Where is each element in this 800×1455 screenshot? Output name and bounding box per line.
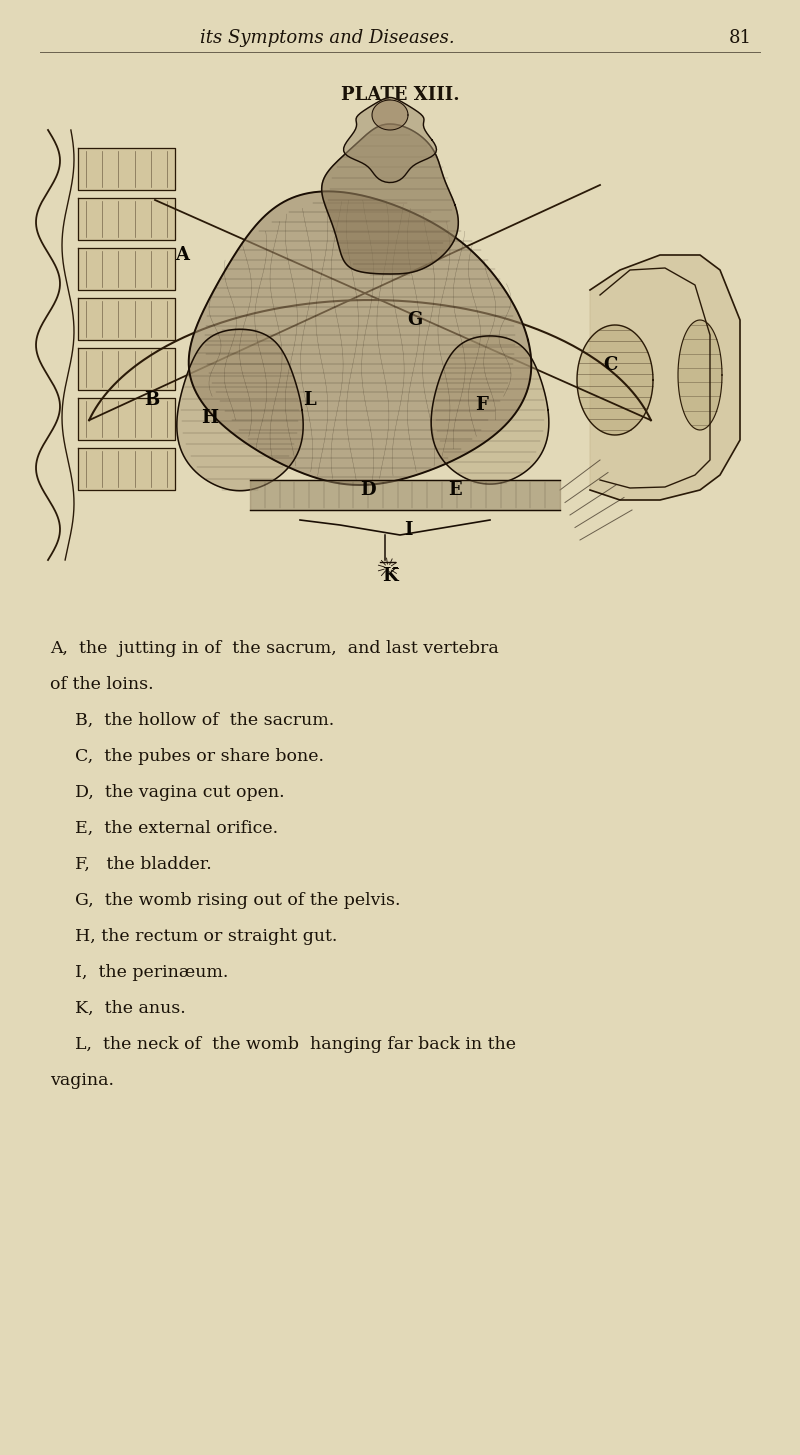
Text: of the loins.: of the loins. xyxy=(50,677,154,693)
Polygon shape xyxy=(344,97,437,182)
Text: B,  the hollow of  the sacrum.: B, the hollow of the sacrum. xyxy=(75,711,334,729)
Text: its Symptoms and Diseases.: its Symptoms and Diseases. xyxy=(200,29,454,47)
Text: H, the rectum or straight gut.: H, the rectum or straight gut. xyxy=(75,928,338,944)
Polygon shape xyxy=(78,148,175,191)
Polygon shape xyxy=(250,480,560,511)
Text: A,  the  jutting in of  the sacrum,  and last vertebra: A, the jutting in of the sacrum, and las… xyxy=(50,640,498,658)
Text: E,  the external orifice.: E, the external orifice. xyxy=(75,821,278,837)
Polygon shape xyxy=(78,448,175,490)
Polygon shape xyxy=(78,298,175,340)
Text: A: A xyxy=(175,246,189,263)
Text: I,  the perinæum.: I, the perinæum. xyxy=(75,965,228,981)
Polygon shape xyxy=(577,324,653,435)
Text: E: E xyxy=(448,482,462,499)
Text: F,   the bladder.: F, the bladder. xyxy=(75,856,212,873)
Text: L,  the neck of  the womb  hanging far back in the: L, the neck of the womb hanging far back… xyxy=(75,1036,516,1053)
Polygon shape xyxy=(78,348,175,390)
Text: K,  the anus.: K, the anus. xyxy=(75,1000,186,1017)
Polygon shape xyxy=(322,124,458,274)
Polygon shape xyxy=(678,320,722,431)
Polygon shape xyxy=(189,192,531,485)
Text: G,  the womb rising out of the pelvis.: G, the womb rising out of the pelvis. xyxy=(75,892,401,909)
Text: C: C xyxy=(603,356,617,374)
Polygon shape xyxy=(372,100,408,129)
Polygon shape xyxy=(177,329,303,490)
Text: G: G xyxy=(407,311,422,329)
Text: C,  the pubes or share bone.: C, the pubes or share bone. xyxy=(75,748,324,765)
Polygon shape xyxy=(590,255,740,501)
Text: PLATE XIII.: PLATE XIII. xyxy=(341,86,459,103)
Text: K: K xyxy=(382,567,398,585)
Text: F: F xyxy=(475,396,489,415)
Text: vagina.: vagina. xyxy=(50,1072,114,1088)
Polygon shape xyxy=(431,336,549,485)
Polygon shape xyxy=(78,198,175,240)
Text: 81: 81 xyxy=(729,29,751,47)
Text: I: I xyxy=(404,521,412,538)
Polygon shape xyxy=(78,399,175,439)
Text: L: L xyxy=(304,391,316,409)
Text: B: B xyxy=(144,391,160,409)
Polygon shape xyxy=(78,247,175,290)
Text: D: D xyxy=(360,482,376,499)
Text: H: H xyxy=(202,409,218,426)
Text: D,  the vagina cut open.: D, the vagina cut open. xyxy=(75,784,285,802)
